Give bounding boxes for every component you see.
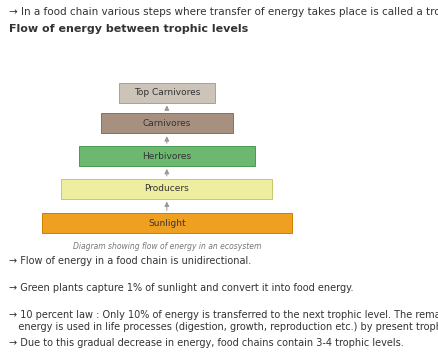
Text: → Due to this gradual decrease in energy, food chains contain 3-4 trophic levels: → Due to this gradual decrease in energy… [9,338,403,348]
Text: → 10 percent law : Only 10% of energy is transferred to the next trophic level. : → 10 percent law : Only 10% of energy is… [9,310,438,332]
Text: Herbivores: Herbivores [142,152,191,160]
Text: → Flow of energy in a food chain is unidirectional.: → Flow of energy in a food chain is unid… [9,256,251,266]
Text: Flow of energy between trophic levels: Flow of energy between trophic levels [9,24,247,34]
Text: Sunlight: Sunlight [148,219,185,228]
Text: → In a food chain various steps where transfer of energy takes place is called a: → In a food chain various steps where tr… [9,7,438,17]
Bar [101,113,232,133]
Text: Carnivores: Carnivores [142,119,191,128]
Bar [61,179,272,199]
Text: Top Carnivores: Top Carnivores [133,88,200,97]
Text: Diagram showing flow of energy in an ecosystem: Diagram showing flow of energy in an eco… [72,242,261,251]
Bar [118,82,215,102]
Bar [79,146,254,166]
Bar [42,213,291,233]
Text: Producers: Producers [144,184,189,193]
Text: → Green plants capture 1% of sunlight and convert it into food energy.: → Green plants capture 1% of sunlight an… [9,283,353,293]
